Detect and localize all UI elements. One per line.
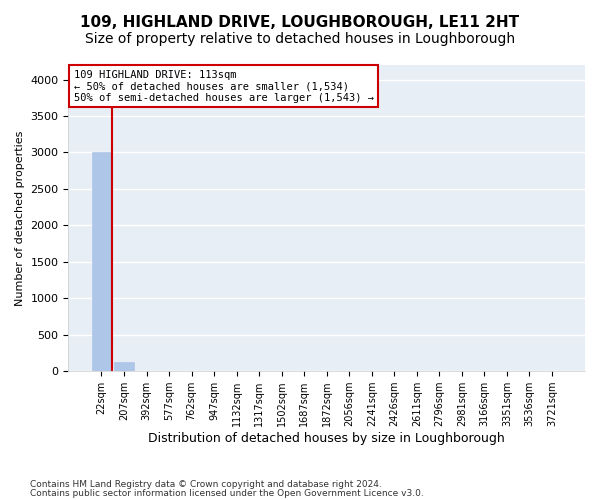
Text: Contains public sector information licensed under the Open Government Licence v3: Contains public sector information licen… bbox=[30, 488, 424, 498]
Text: Size of property relative to detached houses in Loughborough: Size of property relative to detached ho… bbox=[85, 32, 515, 46]
Text: Contains HM Land Registry data © Crown copyright and database right 2024.: Contains HM Land Registry data © Crown c… bbox=[30, 480, 382, 489]
Bar bbox=[92, 152, 111, 371]
Bar bbox=[115, 362, 134, 371]
Y-axis label: Number of detached properties: Number of detached properties bbox=[15, 130, 25, 306]
Text: 109 HIGHLAND DRIVE: 113sqm
← 50% of detached houses are smaller (1,534)
50% of s: 109 HIGHLAND DRIVE: 113sqm ← 50% of deta… bbox=[74, 70, 374, 103]
Text: 109, HIGHLAND DRIVE, LOUGHBOROUGH, LE11 2HT: 109, HIGHLAND DRIVE, LOUGHBOROUGH, LE11 … bbox=[80, 15, 520, 30]
X-axis label: Distribution of detached houses by size in Loughborough: Distribution of detached houses by size … bbox=[148, 432, 505, 445]
